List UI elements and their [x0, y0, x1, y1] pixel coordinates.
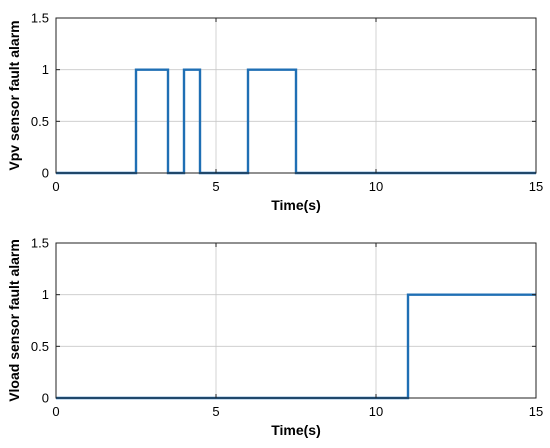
top-x-tick-label: 15 — [529, 179, 543, 194]
top-y-tick-label: 0 — [42, 166, 49, 181]
bottom-y-axis-label: Vload sensor fault alarm — [6, 239, 22, 402]
bottom-axes-frame — [55, 242, 537, 399]
top-series-line — [56, 68, 536, 175]
top-x-tick-label: 0 — [52, 179, 59, 194]
bottom-plot: 0 5 10 15 0 0.5 1 1.5 Time(s) Vload sensor fault … — [6, 236, 543, 439]
top-y-tick-label: 1 — [42, 62, 49, 77]
bottom-x-tick-label: 15 — [529, 404, 543, 419]
bottom-x-tick-label: 0 — [52, 404, 59, 419]
bottom-y-tick-label: 1.5 — [31, 236, 49, 251]
top-y-tick-label: 0.5 — [31, 114, 49, 129]
top-plot: 0 5 10 15 0 0.5 1 1.5 Time(s) Vpv sensor fault al… — [6, 11, 543, 214]
top-y-tick-label: 1.5 — [31, 11, 49, 26]
top-x-axis-label: Time(s) — [271, 197, 321, 213]
bottom-y-tick-label: 0 — [42, 391, 49, 406]
bottom-x-tick-label: 10 — [369, 404, 383, 419]
bottom-plot-area — [56, 243, 536, 398]
top-x-tick-label: 5 — [212, 179, 219, 194]
bottom-y-tick-label: 0.5 — [31, 339, 49, 354]
bottom-y-tick-label: 1 — [42, 287, 49, 302]
top-axes-frame — [55, 17, 537, 174]
bottom-x-axis-label: Time(s) — [271, 422, 321, 438]
bottom-x-tick-label: 5 — [212, 404, 219, 419]
top-y-axis-label: Vpv sensor fault alarm — [6, 20, 22, 170]
top-x-tick-label: 10 — [369, 179, 383, 194]
